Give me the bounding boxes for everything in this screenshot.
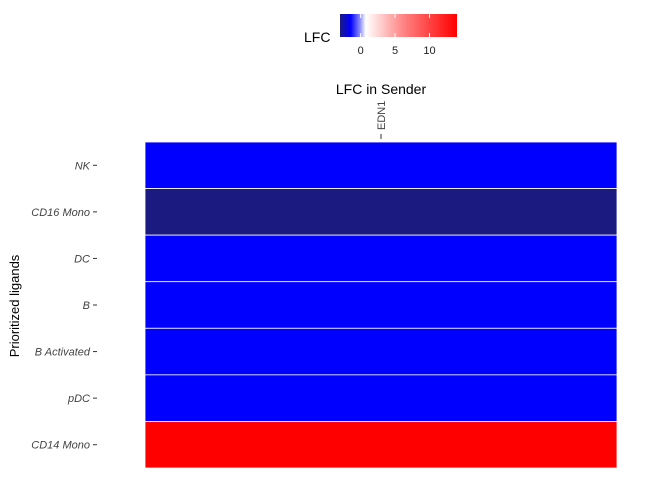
heatmap-cell [144,281,618,329]
legend-tick-label: 5 [392,45,398,57]
chart-title: LFC in Sender [336,81,427,97]
legend-tick-label: 10 [423,45,435,57]
y-tick-label: DC [74,253,90,265]
heatmap-cell [144,188,618,236]
legend-title: LFC [304,29,330,45]
y-tick-label: CD14 Mono [31,440,90,452]
y-axis-title: Prioritized ligands [7,254,22,357]
legend-ticks: 0 5 10 [358,14,436,57]
y-axis-ticks: NK CD16 Mono DC B B Activated pDC CD14 Mono [31,160,97,452]
heatmap-cell [144,141,618,189]
heatmap-cell [144,327,618,376]
legend-colorbar [340,14,457,37]
heatmap-cells [144,141,618,469]
heatmap-cell [144,421,618,469]
heatmap-cell [144,374,618,422]
x-axis-ticks: EDN1 [376,101,388,139]
y-tick-label: pDC [67,393,90,405]
heatmap-cell [144,234,618,283]
y-tick-label: B Activated [35,347,91,359]
y-tick-label: CD16 Mono [31,207,90,219]
color-legend: LFC 0 5 10 [304,14,457,57]
y-tick-label: B [83,300,90,312]
legend-tick-label: 0 [358,45,364,57]
x-tick-label: EDN1 [376,101,388,130]
y-tick-label: NK [75,160,91,172]
